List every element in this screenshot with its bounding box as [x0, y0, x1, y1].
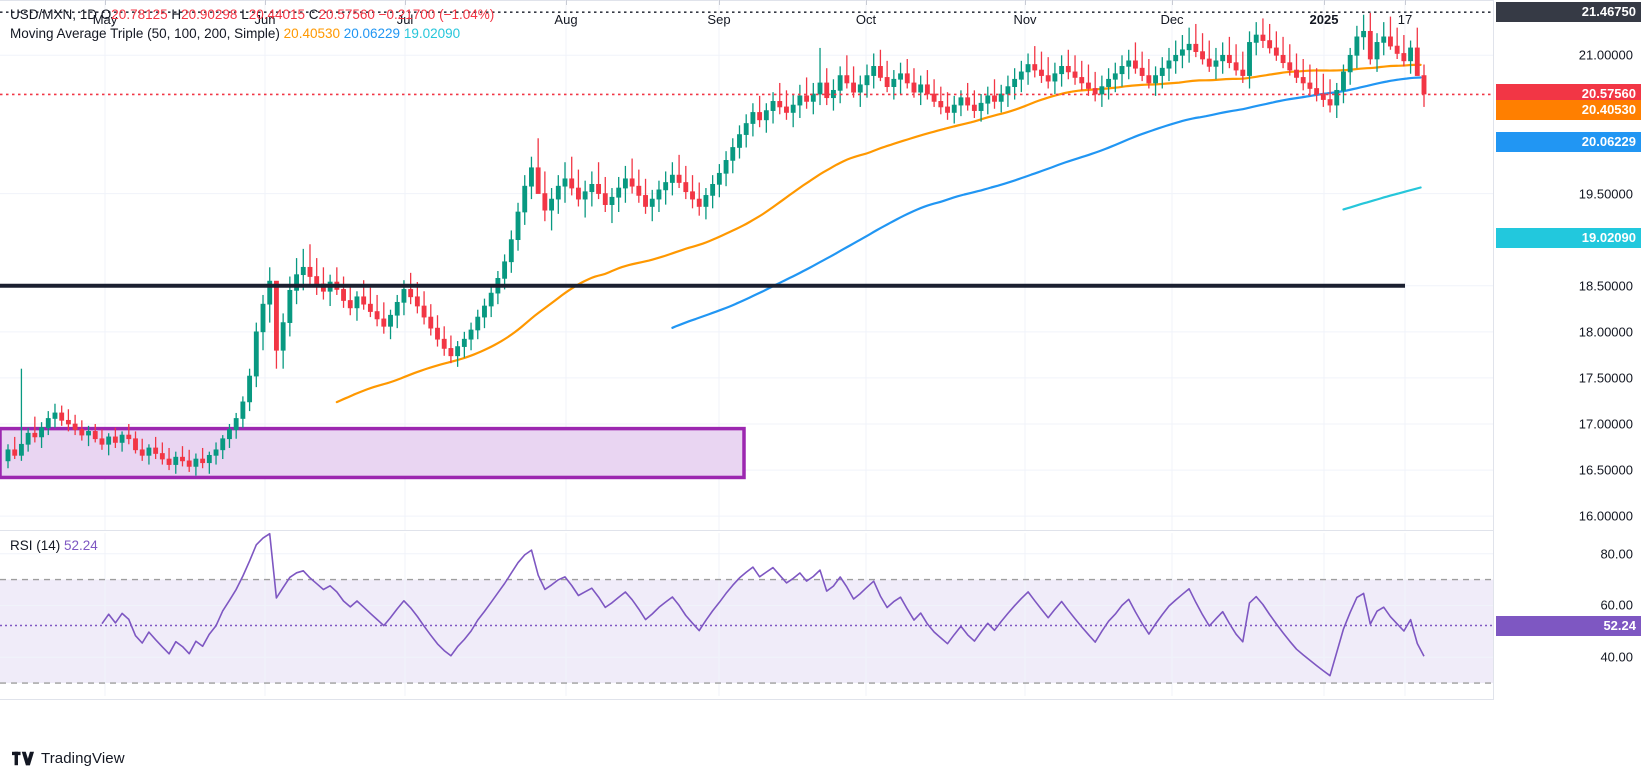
- price-tick-6: 16.50000: [1578, 462, 1633, 478]
- rsi-tick-0: 80.00: [1600, 546, 1633, 562]
- price-tick-5: 17.00000: [1578, 416, 1633, 432]
- price-tick-4: 17.50000: [1578, 370, 1633, 386]
- time-tick-mark: [566, 0, 567, 5]
- rsi-value-badge[interactable]: 52.24: [1496, 615, 1641, 636]
- time-tick-mark: [1172, 0, 1173, 5]
- tradingview-watermark: TradingView: [12, 750, 125, 767]
- time-tick-mark: [1025, 0, 1026, 5]
- time-tick-mark: [1405, 0, 1406, 5]
- price-tick-3: 18.00000: [1578, 324, 1633, 340]
- time-tick-6: Nov: [1013, 12, 1037, 27]
- rsi-chart-canvas: [0, 532, 1493, 696]
- price-chart-canvas: [0, 0, 1493, 530]
- pane-divider-bottom: [0, 699, 1493, 700]
- pane-divider: [0, 530, 1493, 531]
- ma50-price-badge[interactable]: 20.40530: [1496, 100, 1641, 121]
- price-tick-2: 18.50000: [1578, 278, 1633, 294]
- time-tick-mark: [105, 0, 106, 5]
- time-tick-0: May: [92, 12, 118, 27]
- time-tick-9: 17: [1397, 12, 1413, 27]
- time-axis[interactable]: May Jun Jul Aug Sep Oct Nov Dec 2025 17: [0, 0, 1493, 40]
- tradingview-brand-text: TradingView: [41, 750, 125, 767]
- time-tick-1: Jun: [254, 12, 276, 27]
- high-price-badge[interactable]: 21.46750: [1496, 2, 1641, 23]
- price-tick-1: 19.50000: [1578, 186, 1633, 202]
- time-tick-4: Sep: [707, 12, 731, 27]
- time-tick-2: Jul: [396, 12, 414, 27]
- time-tick-mark: [1324, 0, 1325, 5]
- time-tick-mark: [265, 0, 266, 5]
- time-tick-mark: [866, 0, 867, 5]
- time-tick-7: Dec: [1160, 12, 1184, 27]
- price-pane[interactable]: [0, 0, 1493, 530]
- tradingview-logo-icon: [12, 751, 34, 766]
- rsi-tick-1: 60.00: [1600, 597, 1633, 613]
- last-price-badge[interactable]: 20.57560: [1496, 84, 1641, 105]
- price-tick-0: 21.00000: [1578, 47, 1633, 63]
- time-tick-mark: [405, 0, 406, 5]
- rsi-pane[interactable]: [0, 532, 1493, 696]
- rsi-legend-value: 52.24: [64, 538, 98, 553]
- price-axis[interactable]: 21.00000 19.50000 18.50000 18.00000 17.50000…: [1493, 0, 1641, 700]
- rsi-legend-name[interactable]: RSI (14): [10, 538, 61, 553]
- time-tick-mark: [719, 0, 720, 5]
- time-tick-5: Oct: [855, 12, 877, 27]
- rsi-legend: RSI (14) 52.24: [10, 537, 98, 555]
- time-tick-8: 2025: [1309, 12, 1339, 27]
- ma100-price-badge[interactable]: 20.06229: [1496, 131, 1641, 152]
- rsi-tick-2: 40.00: [1600, 649, 1633, 665]
- price-tick-7: 16.00000: [1578, 508, 1633, 524]
- time-tick-3: Aug: [554, 12, 578, 27]
- ma200-price-badge[interactable]: 19.02090: [1496, 227, 1641, 248]
